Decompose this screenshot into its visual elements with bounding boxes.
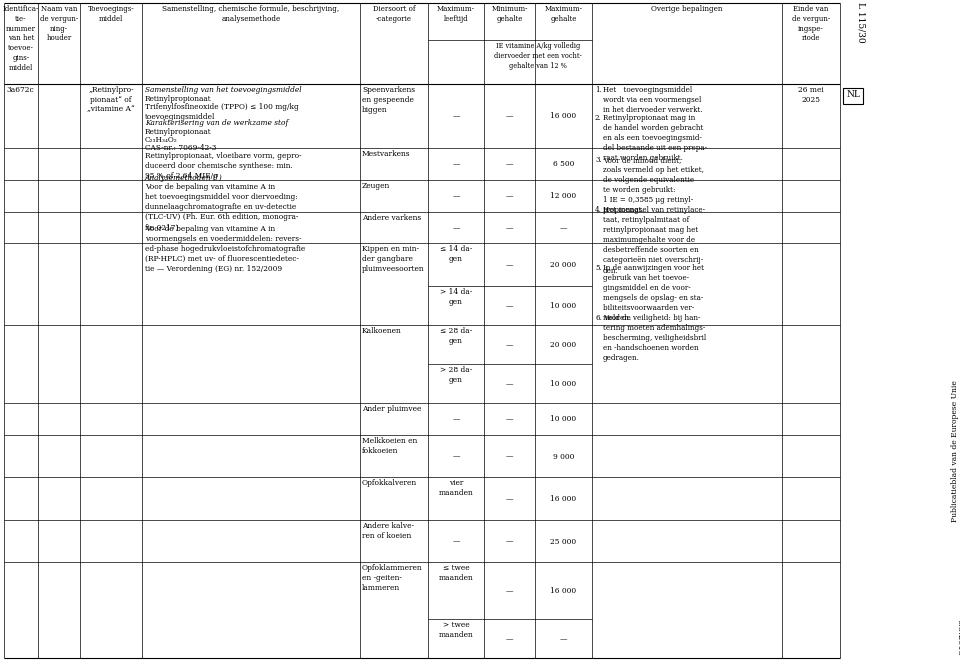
Text: 6.5.2015: 6.5.2015 — [956, 619, 960, 656]
Text: Opfoklammeren
en -geiten-
lammeren: Opfoklammeren en -geiten- lammeren — [362, 564, 422, 592]
Text: Ander pluimvee: Ander pluimvee — [362, 405, 421, 413]
Text: Publicatieblad van de Europese Unie: Publicatieblad van de Europese Unie — [951, 380, 959, 522]
Text: Einde van
de vergun-
ingspe-
riode: Einde van de vergun- ingspe- riode — [792, 5, 830, 42]
Text: Naam van
de vergun-
ning-
houder: Naam van de vergun- ning- houder — [40, 5, 78, 42]
Text: ≤ 14 da-
gen: ≤ 14 da- gen — [440, 245, 472, 263]
Text: —: — — [506, 495, 514, 503]
Text: —: — — [506, 380, 514, 388]
Text: L 115/30: L 115/30 — [856, 2, 865, 42]
Text: —: — — [506, 113, 514, 121]
Text: Identifica-
tie-
nummer
van het
toevoe-
gins-
middel: Identifica- tie- nummer van het toevoe- … — [3, 5, 39, 72]
Text: —: — — [506, 415, 514, 424]
Text: Toevoegings-
middel: Toevoegings- middel — [87, 5, 134, 23]
Text: CAS-nr.: 7069-42-3: CAS-nr.: 7069-42-3 — [145, 144, 216, 152]
Text: 1.: 1. — [595, 86, 602, 94]
Text: Andere varkens: Andere varkens — [362, 213, 421, 221]
Text: Kippen en min-
der gangbare
pluimveesoorten: Kippen en min- der gangbare pluimveesoor… — [362, 245, 424, 273]
Text: 5.: 5. — [595, 263, 602, 272]
Text: ≤ twee
maanden: ≤ twee maanden — [439, 564, 473, 582]
Text: vier
maanden: vier maanden — [439, 479, 473, 497]
Text: —: — — [506, 160, 514, 168]
Text: 4.: 4. — [595, 206, 602, 214]
Text: 20 000: 20 000 — [550, 261, 577, 269]
Text: —: — — [560, 635, 567, 643]
Text: —: — — [506, 224, 514, 232]
Text: —: — — [452, 224, 460, 232]
Text: 12 000: 12 000 — [550, 192, 577, 200]
Text: ≤ 28 da-
gen: ≤ 28 da- gen — [440, 327, 472, 345]
Text: —: — — [506, 192, 514, 200]
Text: Samenstelling, chemische formule, beschrijving,
analysemethode: Samenstelling, chemische formule, beschr… — [162, 5, 340, 23]
Text: In de aanwijzingen voor het
gebruik van het toevoe-
gingsmiddel en de voor-
meng: In de aanwijzingen voor het gebruik van … — [603, 263, 704, 322]
Text: —: — — [506, 538, 514, 546]
Text: Maximum-
gehalte: Maximum- gehalte — [544, 5, 583, 23]
Text: —: — — [506, 261, 514, 269]
Text: Retinylpropionaat: Retinylpropionaat — [145, 95, 211, 103]
Text: 3a672c: 3a672c — [6, 86, 34, 94]
Text: Retinylpropionaat mag in
de handel worden gebracht
en als een toevoegingsmid-
de: Retinylpropionaat mag in de handel worde… — [603, 113, 707, 162]
Text: Het  toevoegingsmiddel
wordt via een voormengsel
in het diervoeder verwerkt.: Het toevoegingsmiddel wordt via een voor… — [603, 86, 703, 114]
Text: Zeugen: Zeugen — [362, 182, 391, 190]
Text: Mestvarkens: Mestvarkens — [362, 150, 411, 158]
Text: —: — — [452, 415, 460, 424]
Text: —: — — [506, 587, 514, 595]
Text: Voor de bepaling van vitamine A in
het toevoegingsmiddel voor diervoeding:
dunne: Voor de bepaling van vitamine A in het t… — [145, 183, 299, 231]
Text: Het mengsel van retinylace-
taat, retinylpalmitaat of
retinylpropionaat mag het
: Het mengsel van retinylace- taat, retiny… — [603, 206, 705, 274]
Text: —: — — [452, 192, 460, 200]
Text: Trifenylfosfineoxide (TPPO) ≤ 100 mg/kg
toevoegingsmiddel: Trifenylfosfineoxide (TPPO) ≤ 100 mg/kg … — [145, 103, 299, 121]
Text: Melkkoeien en
fokkoeien: Melkkoeien en fokkoeien — [362, 437, 418, 455]
Text: 10 000: 10 000 — [550, 415, 577, 424]
Text: NL: NL — [846, 90, 860, 99]
Text: Analysemethoden (¹): Analysemethoden (¹) — [145, 174, 223, 182]
Text: 16 000: 16 000 — [550, 495, 577, 503]
Text: Opfokkalveren: Opfokkalveren — [362, 479, 418, 487]
Text: > twee
maanden: > twee maanden — [439, 621, 473, 639]
Text: 10 000: 10 000 — [550, 302, 577, 310]
Text: Andere kalve-
ren of koeien: Andere kalve- ren of koeien — [362, 522, 414, 540]
Text: 16 000: 16 000 — [550, 587, 577, 595]
Text: Karakterisering van de werkzame stof: Karakterisering van de werkzame stof — [145, 119, 288, 127]
Text: Diersoort of
-categorie: Diersoort of -categorie — [372, 5, 416, 23]
Text: Kalkoenen: Kalkoenen — [362, 327, 401, 335]
Text: —: — — [506, 302, 514, 310]
Text: —: — — [560, 224, 567, 232]
Text: Voor de veiligheid: bij han-
tering moeten ademhalings-
bescherming, veiligheids: Voor de veiligheid: bij han- tering moet… — [603, 314, 707, 362]
Text: „Retinylpro-
pionaat“ of
„vitamine A“: „Retinylpro- pionaat“ of „vitamine A“ — [87, 86, 134, 113]
Text: Maximum-
leeftijd: Maximum- leeftijd — [437, 5, 475, 23]
Text: 9 000: 9 000 — [553, 453, 574, 461]
Text: > 14 da-
gen: > 14 da- gen — [440, 288, 472, 306]
Text: C₂₃H₃₄O₂: C₂₃H₃₄O₂ — [145, 136, 178, 144]
Text: 16 000: 16 000 — [550, 113, 577, 121]
Text: Samenstelling van het toevoegingsmiddel: Samenstelling van het toevoegingsmiddel — [145, 86, 301, 94]
Bar — [843, 88, 863, 104]
Text: 26 mei
2025: 26 mei 2025 — [798, 86, 824, 104]
Text: Minimum-
gehalte: Minimum- gehalte — [492, 5, 528, 23]
Text: Retinylpropionaat: Retinylpropionaat — [145, 128, 211, 136]
Text: —: — — [452, 538, 460, 546]
Text: > 28 da-
gen: > 28 da- gen — [440, 366, 472, 384]
Text: 6 500: 6 500 — [553, 160, 574, 168]
Text: —: — — [452, 113, 460, 121]
Text: Retinylpropionaat, vloeibare vorm, gepro-
duceerd door chemische synthese: min.
: Retinylpropionaat, vloeibare vorm, gepro… — [145, 152, 301, 180]
Text: Speenvarkens
en gespeende
biggen: Speenvarkens en gespeende biggen — [362, 86, 415, 113]
Text: Voor de bepaling van vitamine A in
voormengsels en voedermiddelen: revers-
ed-ph: Voor de bepaling van vitamine A in voorm… — [145, 225, 305, 273]
Text: IE vitamine A/kg volledig
diervoeder met een vocht-
gehalte van 12 %: IE vitamine A/kg volledig diervoeder met… — [494, 42, 582, 70]
Text: 6.: 6. — [595, 314, 602, 322]
Text: —: — — [452, 453, 460, 461]
Text: Voor de inhoud dient,
zoals vermeld op het etiket,
de volgende equivalentie
te w: Voor de inhoud dient, zoals vermeld op h… — [603, 156, 704, 215]
Text: —: — — [452, 160, 460, 168]
Text: 2.: 2. — [595, 113, 602, 121]
Text: —: — — [506, 341, 514, 349]
Text: 10 000: 10 000 — [550, 380, 577, 388]
Text: —: — — [506, 635, 514, 643]
Text: Overige bepalingen: Overige bepalingen — [651, 5, 723, 13]
Text: 25 000: 25 000 — [550, 538, 577, 546]
Text: 3.: 3. — [595, 156, 602, 164]
Text: 20 000: 20 000 — [550, 341, 577, 349]
Text: —: — — [506, 453, 514, 461]
